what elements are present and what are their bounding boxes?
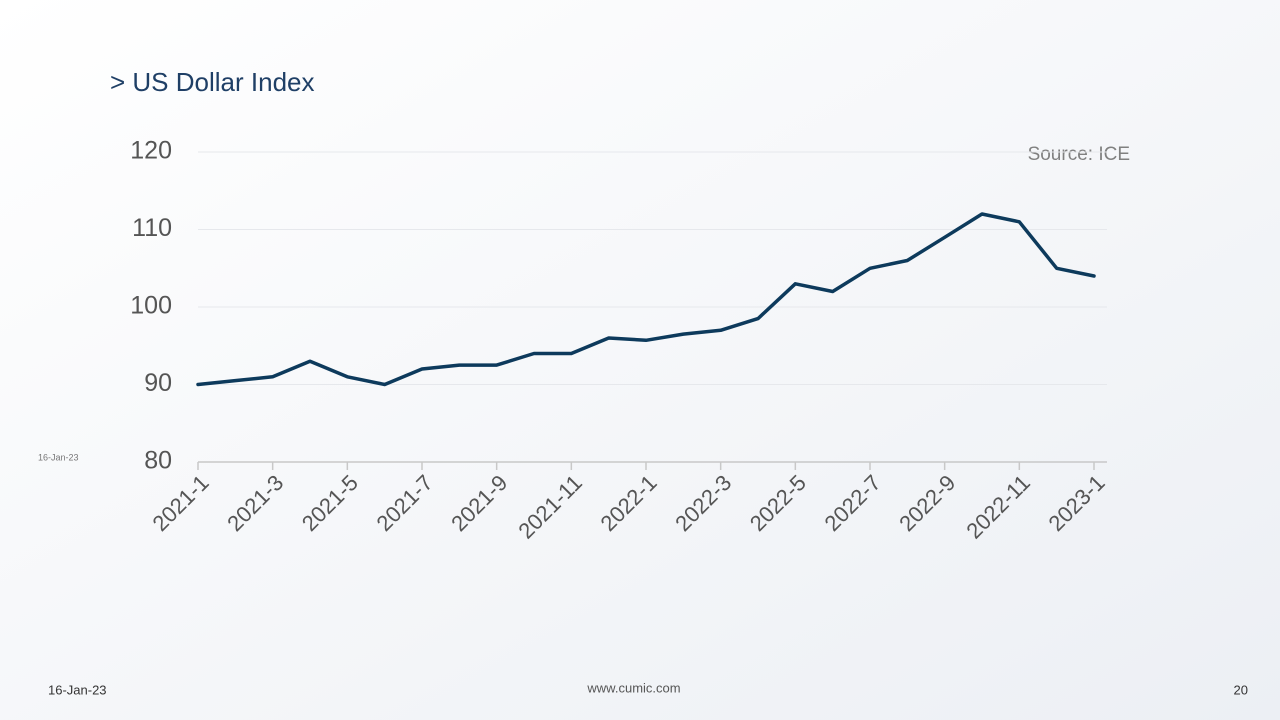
page-number: 20 <box>1234 682 1248 697</box>
chart-title: > US Dollar Index <box>110 67 314 97</box>
side-date: 16-Jan-23 <box>38 452 79 462</box>
y-tick-label: 90 <box>144 369 172 397</box>
y-tick-label: 110 <box>132 214 172 242</box>
line <box>196 212 1096 387</box>
source-note: Source: ICE <box>1028 144 1130 165</box>
y-tick-label: 80 <box>144 447 172 475</box>
footer-website: www.cumic.com <box>586 680 680 695</box>
y-tick-label: 100 <box>130 292 172 320</box>
footer-date: 16-Jan-23 <box>48 682 107 697</box>
y-tick-label: 120 <box>130 137 172 165</box>
